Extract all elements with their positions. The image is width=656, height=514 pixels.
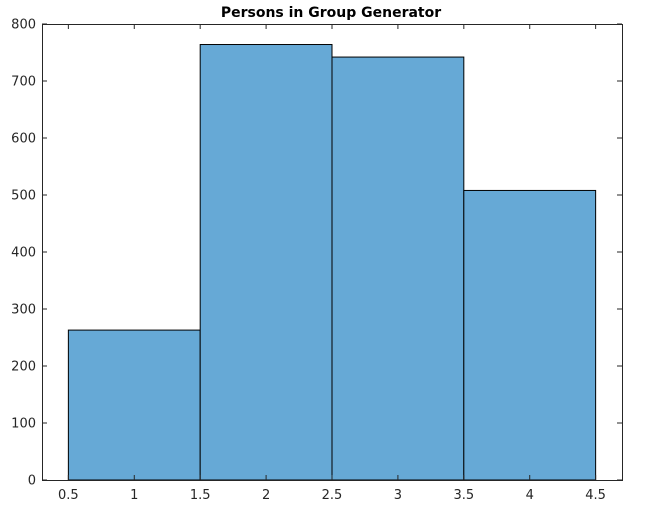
y-tick-label: 300 bbox=[11, 303, 36, 318]
y-tick-label: 400 bbox=[11, 246, 36, 261]
x-tick-label: 1 bbox=[130, 488, 138, 503]
y-axis: 0 100 200 300 400 500 600 700 800 bbox=[11, 18, 622, 489]
y-tick-label: 600 bbox=[11, 132, 36, 147]
y-tick-label: 200 bbox=[11, 360, 36, 375]
chart-title: Persons in Group Generator bbox=[221, 5, 441, 21]
bars-group bbox=[67, 44, 597, 481]
x-tick-label: 2 bbox=[262, 488, 270, 503]
y-tick-label: 800 bbox=[11, 18, 36, 33]
histogram-bar-1 bbox=[67, 329, 201, 481]
histogram-bar-3 bbox=[331, 56, 465, 481]
x-tick-label: 4.5 bbox=[585, 488, 606, 503]
y-tick-label: 0 bbox=[28, 474, 36, 489]
histogram-bar-4 bbox=[463, 189, 597, 481]
y-tick-label: 700 bbox=[11, 75, 36, 90]
y-tick-label: 500 bbox=[11, 189, 36, 204]
histogram-bar-2 bbox=[199, 44, 333, 481]
x-tick-label: 2.5 bbox=[322, 488, 343, 503]
plot-area-border bbox=[42, 24, 623, 481]
x-tick-label: 3.5 bbox=[453, 488, 474, 503]
x-tick-label: 1.5 bbox=[190, 488, 211, 503]
y-tick-label: 100 bbox=[11, 417, 36, 432]
x-tick-label: 4 bbox=[526, 488, 534, 503]
x-tick-label: 3 bbox=[394, 488, 402, 503]
x-tick-label: 0.5 bbox=[58, 488, 79, 503]
